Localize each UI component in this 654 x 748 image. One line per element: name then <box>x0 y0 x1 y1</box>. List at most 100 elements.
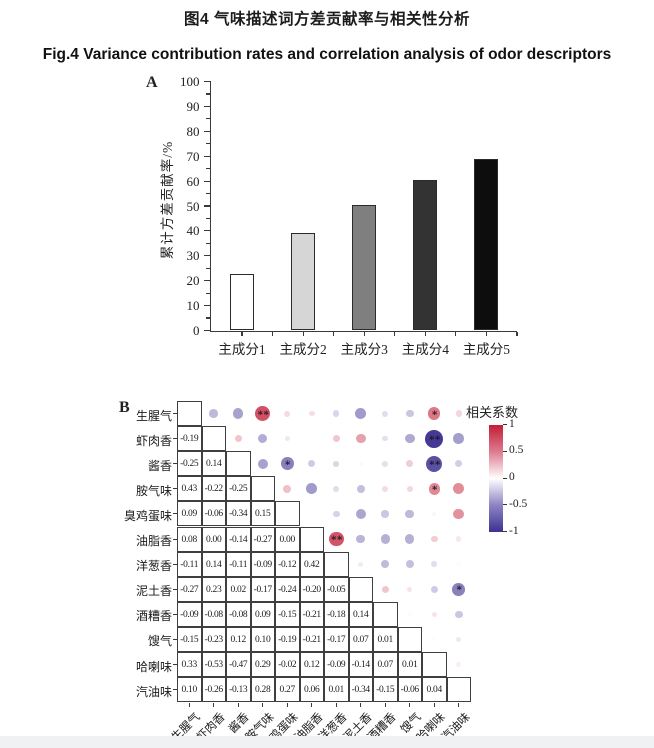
row-tick <box>173 664 177 666</box>
matrix-cell: 0.07 <box>348 626 373 652</box>
column-tick <box>409 703 411 707</box>
y-axis-tick <box>203 205 210 207</box>
matrix-cell <box>422 652 447 678</box>
correlation-bubble <box>430 535 438 543</box>
matrix-cell: -0.17 <box>324 626 349 652</box>
column-tick <box>458 703 460 707</box>
correlation-bubble <box>257 458 268 469</box>
matrix-cell: 0.01 <box>324 677 349 703</box>
correlation-bubble <box>328 531 344 547</box>
colorbar-tick <box>503 531 507 532</box>
bar-主成分4 <box>413 179 438 331</box>
y-tick-label: 20 <box>186 273 200 289</box>
column-tick <box>237 703 239 707</box>
correlation-bubble <box>381 559 390 569</box>
correlation-bubble <box>358 461 363 466</box>
row-label-酒糟香: 酒糟香 <box>135 609 172 624</box>
correlation-bubble <box>209 409 219 418</box>
matrix-cell: -0.13 <box>226 677 251 703</box>
matrix-cell: -0.06 <box>397 677 422 703</box>
matrix-cell: 0.15 <box>250 501 275 527</box>
matrix-cell: -0.17 <box>250 576 275 602</box>
correlation-bubble <box>381 585 389 593</box>
matrix-cell: -0.09 <box>250 551 275 577</box>
matrix-cell: -0.19 <box>177 426 202 452</box>
x-axis-tick <box>363 332 365 337</box>
matrix-cell: 0.14 <box>348 601 373 627</box>
y-axis-title: 累计方差贡献率/% <box>160 140 175 260</box>
column-tick <box>433 703 435 707</box>
correlation-bubble <box>431 561 438 568</box>
column-tick <box>360 703 362 707</box>
matrix-cell: -0.15 <box>177 626 202 652</box>
x-axis-tick <box>516 332 518 337</box>
correlation-bubble <box>355 433 366 444</box>
colorbar-tick-label: -0.5 <box>509 497 528 510</box>
matrix-cell: 0.04 <box>422 677 447 703</box>
correlation-bubble <box>382 410 389 417</box>
x-axis-tick <box>424 332 426 337</box>
matrix-cell: -0.12 <box>275 551 300 577</box>
correlation-bubble <box>405 409 414 418</box>
matrix-cell: -0.21 <box>299 601 324 627</box>
matrix-cell: -0.27 <box>177 576 202 602</box>
correlation-bubble <box>280 457 294 471</box>
x-category-label: 主成分3 <box>340 342 388 357</box>
y-axis-tick <box>203 180 210 182</box>
x-axis-tick <box>485 332 488 337</box>
y-tick-label: 0 <box>193 323 200 338</box>
y-axis-tick <box>206 267 210 269</box>
y-axis-line <box>209 80 212 333</box>
correlation-bubble <box>308 460 316 468</box>
y-axis-tick <box>203 329 210 332</box>
matrix-cell: 0.02 <box>226 576 251 602</box>
y-axis-tick <box>203 80 210 83</box>
correlation-bubble <box>332 510 340 518</box>
colorbar-tick <box>503 450 507 452</box>
row-tick <box>173 588 177 590</box>
matrix-cell: -0.25 <box>226 476 251 502</box>
matrix-cell <box>201 426 226 452</box>
y-tick-label: 80 <box>186 123 200 139</box>
significance-mark: ∗ <box>431 407 438 419</box>
correlation-bubble <box>382 485 389 492</box>
correlation-bubble <box>234 435 242 443</box>
row-tick <box>173 413 177 415</box>
correlation-bubble <box>356 484 365 493</box>
matrix-cell: 0.10 <box>177 677 202 703</box>
y-axis-tick <box>203 105 210 107</box>
correlation-colorbar <box>489 424 503 532</box>
y-tick-label: 90 <box>186 98 200 114</box>
y-axis-tick <box>206 242 210 244</box>
figure-title-chinese: 图4 气味描述词方差贡献率与相关性分析 <box>184 11 470 28</box>
significance-mark: ∗ <box>284 457 291 469</box>
y-axis-tick <box>203 255 210 257</box>
correlation-bubble <box>306 483 318 495</box>
x-category-label: 主成分5 <box>462 342 511 357</box>
y-axis-tick <box>206 168 210 170</box>
significance-mark: ∗∗ <box>428 432 441 444</box>
matrix-cell: -0.19 <box>275 626 300 652</box>
matrix-cell: -0.26 <box>201 677 226 703</box>
matrix-cell: -0.09 <box>177 601 202 627</box>
correlation-bubble <box>456 562 461 567</box>
colorbar-tick <box>503 504 507 506</box>
correlation-bubble <box>284 410 291 417</box>
correlation-bubble <box>333 460 340 467</box>
column-tick <box>213 703 215 707</box>
matrix-cell: 0.01 <box>397 652 422 678</box>
correlation-bubble <box>233 408 244 419</box>
row-label-油脂香: 油脂香 <box>135 534 172 549</box>
matrix-cell: 0.07 <box>373 652 398 678</box>
x-axis-line <box>209 330 517 333</box>
matrix-cell: 0.00 <box>201 526 226 552</box>
correlation-bubble <box>456 636 462 642</box>
matrix-cell: -0.08 <box>226 601 251 627</box>
y-axis-tick <box>203 130 210 132</box>
row-label-泥土香: 泥土香 <box>135 584 172 599</box>
y-axis-tick <box>206 143 210 145</box>
x-axis-tick <box>302 332 304 337</box>
matrix-cell <box>348 576 373 602</box>
matrix-cell: -0.24 <box>275 576 300 602</box>
matrix-cell: 0.09 <box>250 601 275 627</box>
